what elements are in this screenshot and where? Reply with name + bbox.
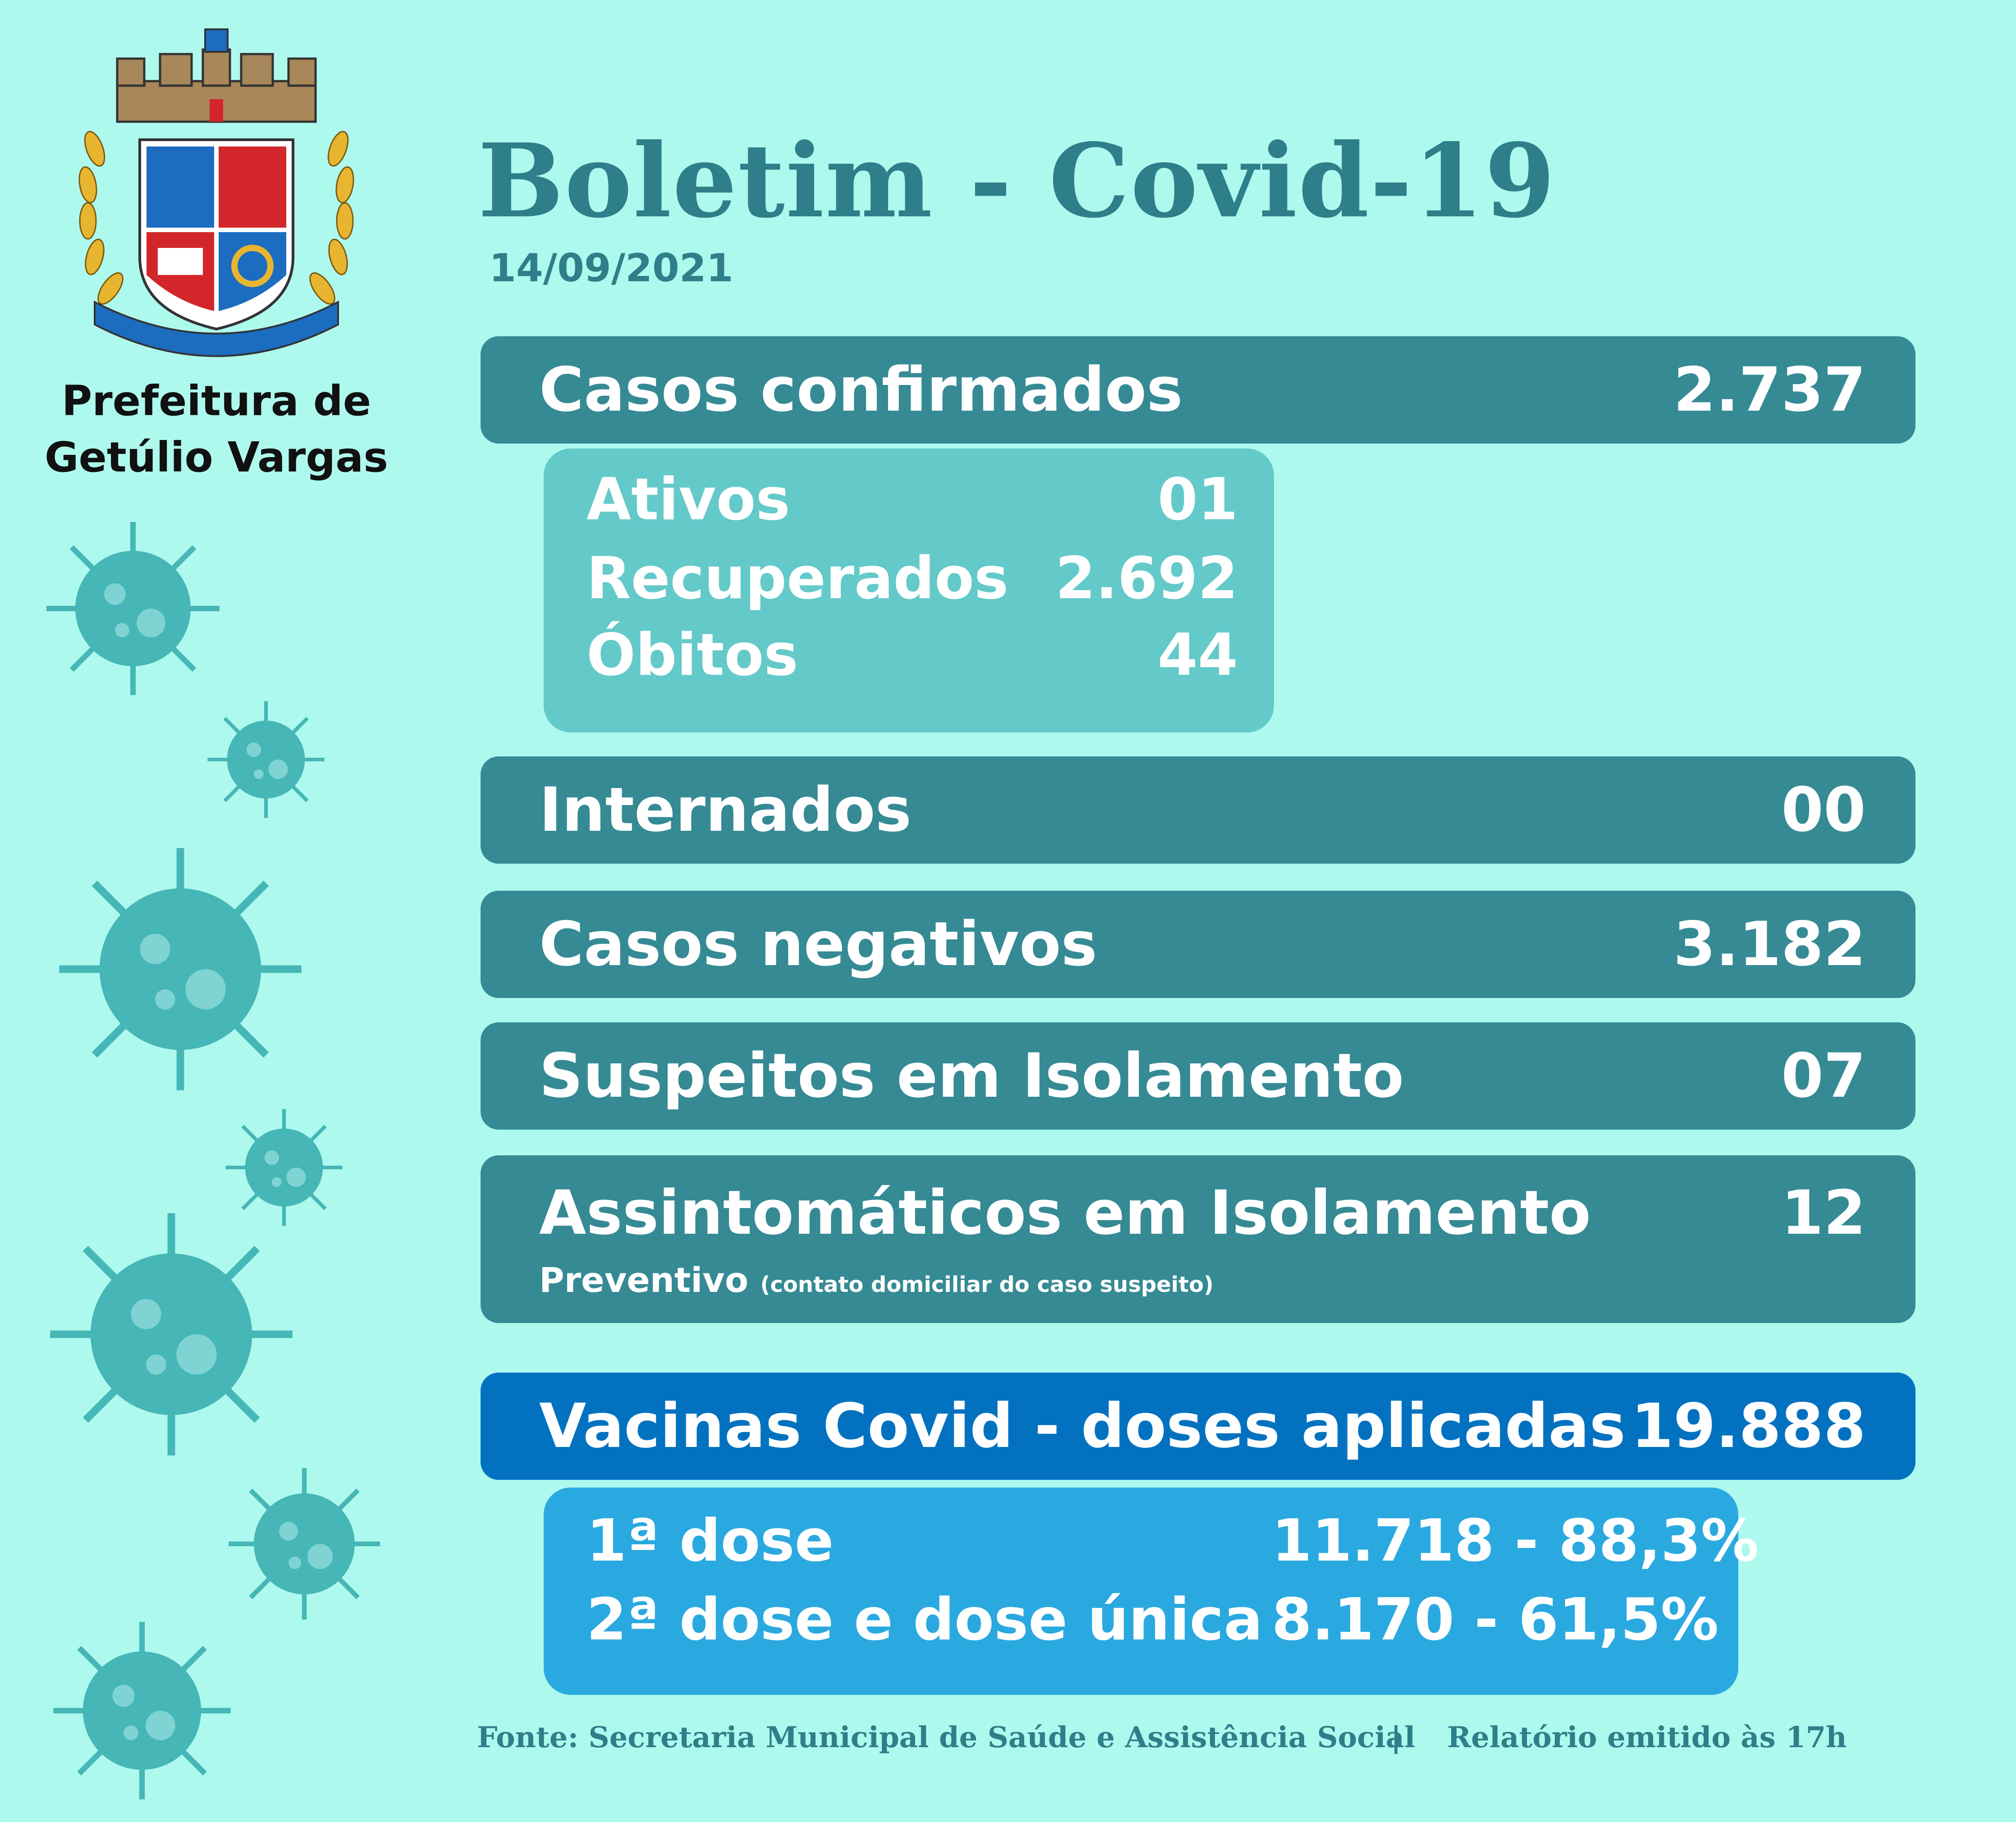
- virus-icon: [46, 522, 220, 695]
- first-dose-label: 1ª dose: [586, 1507, 834, 1575]
- doses-panel: 1ª dose 11.718 - 88,3% 2ª dose e dose ún…: [544, 1488, 1759, 1695]
- page-title: Boletim - Covid-19: [478, 122, 1556, 241]
- active-value: 01: [1157, 466, 1238, 533]
- confirmed-cases-value: 2.737: [1673, 354, 1866, 425]
- breakdown-row-recovered: Recuperados 2.692: [586, 550, 1238, 608]
- hospitalized-bar: Internados 00: [481, 756, 1915, 864]
- virus-icon: [50, 1213, 293, 1456]
- suspects-isolation-bar: Suspeitos em Isolamento 07: [481, 1022, 1915, 1130]
- vaccines-value: 19.888: [1631, 1391, 1866, 1461]
- virus-icon: [225, 1109, 343, 1226]
- asymptomatic-label: Assintomáticos em Isolamento: [539, 1177, 1591, 1248]
- virus-icon: [229, 1468, 380, 1620]
- hospitalized-label: Internados: [539, 774, 912, 845]
- confirmed-cases-bar: Casos confirmados 2.737: [481, 336, 1915, 444]
- footer-separator: |: [1391, 1721, 1402, 1754]
- recovered-value: 2.692: [1055, 545, 1238, 612]
- coat-of-arms-logo: [78, 28, 354, 357]
- suspects-isolation-label: Suspeitos em Isolamento: [539, 1040, 1404, 1111]
- deaths-label: Óbitos: [586, 622, 798, 689]
- asymptomatic-isolation-bar: Assintomáticos em Isolamento 12 Preventi…: [481, 1155, 1915, 1323]
- negative-cases-bar: Casos negativos 3.182: [481, 891, 1915, 998]
- city-name-line1: Prefeitura de: [61, 377, 371, 425]
- preventive-note: (contato domiciliar do caso suspeito): [760, 1272, 1214, 1297]
- breakdown-row-deaths: Óbitos 44: [586, 627, 1238, 684]
- second-dose-value: 8.170 - 61,5%: [1272, 1586, 1719, 1653]
- asymptomatic-sublabel: Preventivo (contato domiciliar do caso s…: [539, 1260, 1214, 1300]
- negative-cases-label: Casos negativos: [539, 909, 1097, 980]
- preventive-label: Preventivo: [539, 1260, 749, 1300]
- suspects-isolation-value: 07: [1781, 1040, 1866, 1111]
- dose-row-second: 2ª dose e dose única 8.170 - 61,5%: [586, 1591, 1718, 1649]
- negative-cases-value: 3.182: [1673, 909, 1866, 980]
- vaccines-label: Vacinas Covid - doses aplicadas: [539, 1391, 1626, 1461]
- cases-breakdown-panel: Ativos 01 Recuperados 2.692 Óbitos 44: [544, 449, 1274, 732]
- virus-icon: [59, 848, 302, 1090]
- virus-icon: [207, 701, 325, 818]
- asymptomatic-value: 12: [1781, 1177, 1866, 1248]
- hospitalized-value: 00: [1781, 774, 1866, 845]
- dose-row-first: 1ª dose 11.718 - 88,3%: [586, 1512, 1759, 1570]
- breakdown-row-active: Ativos 01: [586, 471, 1238, 529]
- vaccines-bar: Vacinas Covid - doses aplicadas 19.888: [481, 1373, 1915, 1480]
- first-dose-value: 11.718 - 88,3%: [1272, 1507, 1759, 1575]
- city-name-line2: Getúlio Vargas: [44, 433, 388, 481]
- recovered-label: Recuperados: [586, 545, 1009, 612]
- virus-icon: [53, 1622, 231, 1799]
- deaths-value: 44: [1157, 622, 1238, 689]
- report-date: 14/09/2021: [489, 246, 733, 291]
- active-label: Ativos: [586, 466, 790, 533]
- footer-report-time: Relatório emitido às 17h: [1447, 1721, 1847, 1754]
- footer-source: Fonte: Secretaria Municipal de Saúde e A…: [477, 1721, 1416, 1754]
- second-dose-label: 2ª dose e dose única: [586, 1586, 1263, 1653]
- confirmed-cases-label: Casos confirmados: [539, 354, 1183, 425]
